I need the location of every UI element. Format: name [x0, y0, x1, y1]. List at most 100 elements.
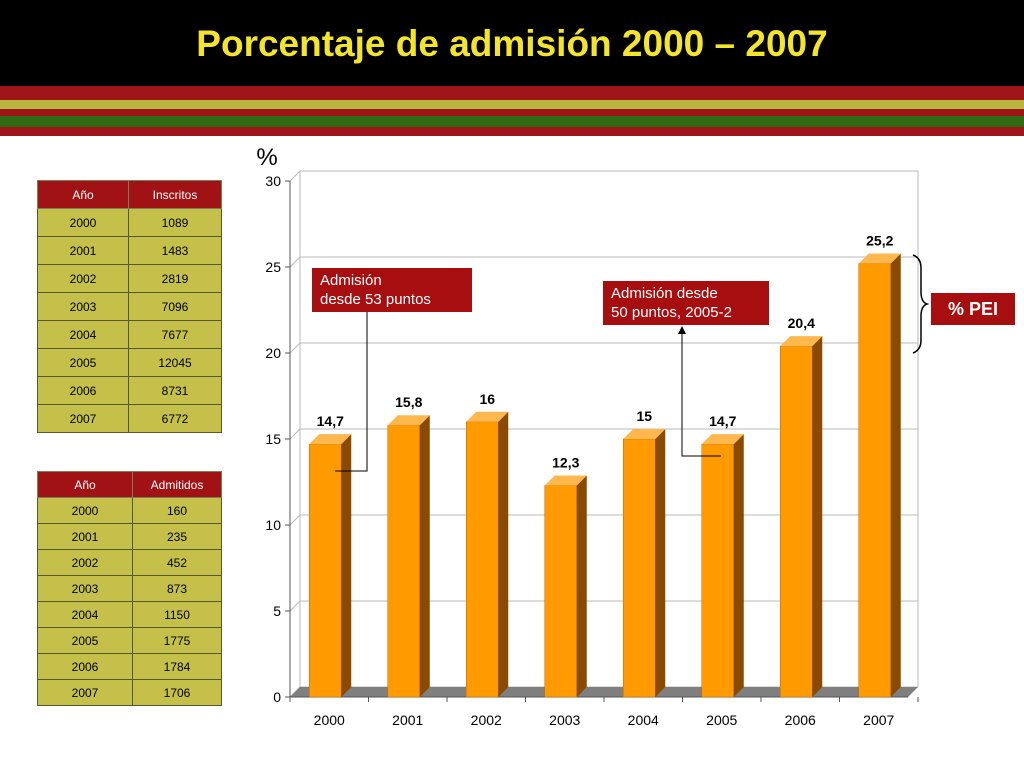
year-cell: 2002	[37, 264, 129, 293]
bar-top	[780, 336, 823, 347]
table-row: 2006 1784	[37, 653, 222, 680]
column-header-admitidos: Admitidos	[132, 471, 222, 498]
bar-side	[812, 336, 823, 697]
gridline-side	[289, 256, 301, 268]
bar	[780, 345, 813, 698]
plot-floor	[290, 687, 918, 697]
admitidos-cell: 1150	[132, 601, 222, 628]
year-cell: 2007	[37, 679, 133, 706]
x-tick-label: 2007	[863, 712, 894, 728]
bar-top	[858, 253, 901, 264]
stripe-olive	[0, 100, 1024, 109]
gridline-side	[289, 342, 301, 354]
gridline-side	[289, 170, 301, 182]
slide-title: Porcentaje de admisión 2000 – 2007	[196, 23, 828, 64]
bar	[858, 263, 891, 698]
gridline-side	[289, 514, 301, 526]
bar	[309, 443, 342, 698]
gridline-side	[289, 600, 301, 612]
admitidos-cell: 1775	[132, 627, 222, 654]
y-tick-label: 10	[265, 517, 281, 533]
bar-top	[466, 411, 509, 422]
pei-brace	[912, 254, 930, 354]
column-header-year: Año	[37, 471, 133, 498]
year-cell: 2005	[37, 348, 129, 377]
stripe-red	[0, 127, 1024, 136]
bar-side	[733, 434, 744, 697]
year-cell: 2005	[37, 627, 133, 654]
table-row: 2005 12045	[37, 348, 222, 377]
x-tick-label: 2000	[314, 712, 345, 728]
admitidos-cell: 160	[132, 497, 222, 524]
bar-side	[890, 253, 901, 697]
callout-connector	[681, 334, 721, 457]
data-label: 16	[479, 391, 495, 407]
y-tick-label: 25	[265, 259, 281, 275]
data-label: 20,4	[788, 315, 815, 331]
table-row: 2002 2819	[37, 264, 222, 293]
table-header-row: Año Inscritos	[37, 180, 222, 209]
inscritos-cell: 2819	[128, 264, 222, 293]
bar-top	[701, 434, 744, 445]
year-cell: 2000	[37, 497, 133, 524]
bar-side	[341, 434, 352, 697]
admitidos-table: Año Admitidos 2000 160 2001 235 2002 452 20…	[37, 471, 222, 706]
stripe-red	[0, 109, 1024, 116]
callout-53-puntos: Admisión desde 53 puntos	[312, 268, 472, 312]
callout-50-puntos: Admisión desde 50 puntos, 2005-2	[603, 281, 769, 325]
admitidos-cell: 452	[132, 549, 222, 576]
admitidos-cell: 1784	[132, 653, 222, 680]
pei-label: % PEI	[931, 293, 1015, 325]
bar-top	[387, 415, 430, 426]
data-label: 14,7	[709, 413, 736, 429]
x-tick-label: 2004	[628, 712, 659, 728]
bar-side	[419, 415, 430, 697]
y-tick-label: 5	[273, 603, 281, 619]
table-row: 2002 452	[37, 549, 222, 576]
y-tick-label: 30	[265, 173, 281, 189]
bar-side	[576, 475, 587, 697]
bar	[701, 443, 734, 698]
callout-50-puntos-text: Admisión desde 50 puntos, 2005-2	[611, 285, 732, 321]
bar-top	[544, 475, 587, 486]
table-row: 2007 6772	[37, 404, 222, 433]
x-tick-label: 2006	[785, 712, 816, 728]
table-row: 2000 160	[37, 497, 222, 524]
x-tick-label: 2002	[471, 712, 502, 728]
y-axis-label: %	[256, 144, 277, 171]
inscritos-cell: 7096	[128, 292, 222, 321]
stripe-red	[0, 86, 1024, 100]
callout-53-puntos-text: Admisión desde 53 puntos	[320, 272, 431, 308]
bar-side	[498, 411, 509, 697]
x-tick-label: 2005	[706, 712, 737, 728]
table-row: 2000 1089	[37, 208, 222, 237]
bar	[466, 421, 499, 698]
year-cell: 2004	[37, 601, 133, 628]
y-tick-label: 0	[273, 689, 281, 705]
table-row: 2007 1706	[37, 679, 222, 706]
y-tick-label: 15	[265, 431, 281, 447]
table-row: 2004 1150	[37, 601, 222, 628]
bar-top	[309, 434, 352, 445]
x-tick-label: 2003	[549, 712, 580, 728]
table-row: 2001 235	[37, 523, 222, 550]
table-header-row: Año Admitidos	[37, 471, 222, 498]
data-label: 15	[636, 408, 652, 424]
y-tick-label: 20	[265, 345, 281, 361]
inscritos-table: Año Inscritos 2000 1089 2001 1483 2002 2819…	[37, 180, 222, 433]
table-row: 2001 1483	[37, 236, 222, 265]
table-row: 2004 7677	[37, 320, 222, 349]
callout-connector	[335, 297, 368, 472]
year-cell: 2002	[37, 549, 133, 576]
stripe-green	[0, 116, 1024, 127]
year-cell: 2007	[37, 404, 129, 433]
year-cell: 2001	[37, 236, 129, 265]
year-cell: 2001	[37, 523, 133, 550]
inscritos-cell: 6772	[128, 404, 222, 433]
callout-arrowhead	[678, 326, 686, 334]
data-label: 14,7	[317, 413, 344, 429]
table-row: 2005 1775	[37, 627, 222, 654]
gridline-side	[289, 428, 301, 440]
data-label: 25,2	[866, 233, 893, 249]
